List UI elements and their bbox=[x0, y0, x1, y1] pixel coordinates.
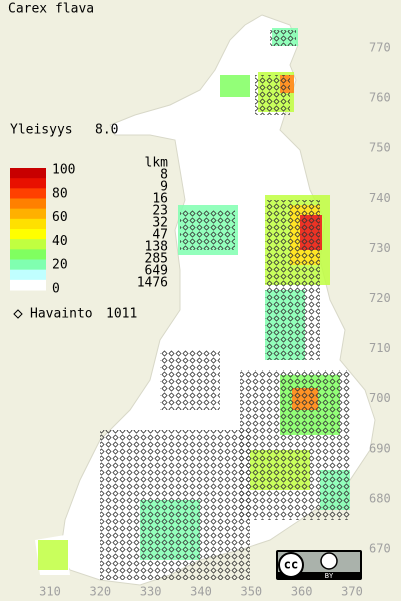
north-label: 700 bbox=[369, 391, 391, 405]
by-text: BY bbox=[325, 572, 334, 580]
observation-label: Havainto bbox=[30, 307, 93, 322]
north-label: 760 bbox=[369, 91, 391, 105]
count-value: 138 bbox=[145, 240, 168, 255]
north-label: 680 bbox=[369, 491, 391, 505]
north-label: 710 bbox=[369, 341, 391, 355]
title: Carex flava bbox=[8, 2, 94, 17]
scale-swatch bbox=[10, 249, 46, 260]
count-value: 16 bbox=[152, 192, 168, 207]
count-value: 8 bbox=[160, 168, 168, 183]
north-label: 770 bbox=[369, 41, 391, 55]
frequency-label: Yleisyys bbox=[10, 123, 73, 138]
count-value: 1476 bbox=[137, 276, 168, 291]
count-value: 23 bbox=[152, 204, 168, 219]
cc-text: cc bbox=[284, 558, 298, 572]
license-badge: cc BY bbox=[276, 550, 362, 580]
east-label: 310 bbox=[39, 585, 61, 599]
scale-label: 20 bbox=[52, 258, 68, 273]
scale-label: 40 bbox=[52, 234, 68, 249]
scale-label: 100 bbox=[52, 163, 75, 178]
scale-label: 0 bbox=[52, 282, 60, 297]
count-value: 285 bbox=[145, 252, 168, 267]
east-label: 370 bbox=[341, 585, 363, 599]
scale-swatch bbox=[10, 198, 46, 210]
frequency-value: 8.0 bbox=[95, 123, 118, 138]
count-value: 32 bbox=[152, 216, 168, 231]
east-label: 340 bbox=[190, 585, 212, 599]
scale-swatch bbox=[10, 279, 46, 291]
scale-swatch bbox=[10, 208, 46, 220]
observation-symbol bbox=[13, 309, 23, 319]
scale-swatch bbox=[10, 269, 46, 281]
east-label: 320 bbox=[89, 585, 111, 599]
north-label: 670 bbox=[369, 542, 391, 556]
count-header: lkm bbox=[145, 156, 169, 171]
north-label: 720 bbox=[369, 291, 391, 305]
east-label: 350 bbox=[240, 585, 262, 599]
north-label: 740 bbox=[369, 191, 391, 205]
scale-swatch bbox=[10, 188, 46, 199]
scale-label: 60 bbox=[52, 210, 68, 225]
count-value: 9 bbox=[160, 180, 168, 195]
count-value: 649 bbox=[145, 264, 168, 279]
scale-swatch bbox=[10, 218, 46, 230]
scale-swatch bbox=[10, 239, 46, 250]
east-label: 360 bbox=[291, 585, 313, 599]
scale-swatch bbox=[10, 259, 46, 271]
north-label: 750 bbox=[369, 141, 391, 155]
observations bbox=[100, 30, 350, 580]
scale-swatch bbox=[10, 168, 46, 179]
north-label: 690 bbox=[369, 441, 391, 455]
scale-label: 80 bbox=[52, 186, 68, 201]
scale-swatch bbox=[10, 229, 46, 240]
observation-count: 1011 bbox=[106, 307, 137, 322]
count-value: 47 bbox=[152, 228, 168, 243]
north-label: 730 bbox=[369, 241, 391, 255]
east-label: 330 bbox=[140, 585, 162, 599]
scale-swatch bbox=[10, 178, 46, 189]
